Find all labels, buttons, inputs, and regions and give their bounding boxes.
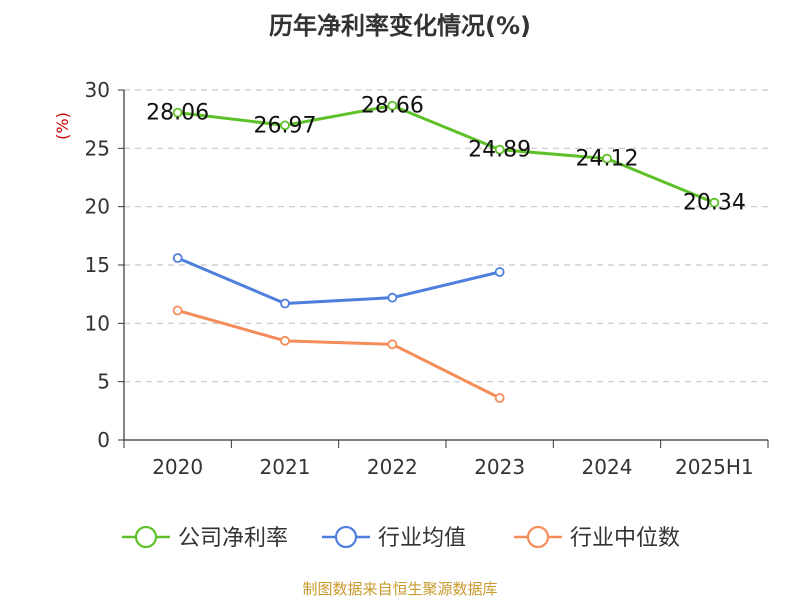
legend-label: 行业均值 (378, 526, 466, 551)
data-label: 24.12 (576, 147, 639, 172)
x-tick-label: 2020 (152, 455, 203, 479)
data-point (494, 267, 505, 277)
series-2 (172, 305, 505, 403)
data-point (280, 298, 290, 309)
data-label: 28.66 (361, 94, 424, 119)
legend-item[interactable]: 公司净利率 (122, 525, 288, 551)
legend-marker (334, 525, 358, 549)
legend-item[interactable]: 行业均值 (322, 525, 466, 551)
data-label: 28.06 (146, 101, 209, 126)
data-label: 26.97 (254, 113, 317, 138)
series-1 (172, 253, 505, 309)
y-tick-label: 25 (85, 136, 110, 160)
data-point (280, 335, 290, 346)
y-tick-label: 15 (85, 253, 110, 277)
source-note: 制图数据来自恒生聚源数据库 (302, 580, 497, 598)
data-point (280, 120, 290, 131)
x-tick-label: 2022 (367, 455, 418, 479)
grid-lines (124, 89, 768, 383)
data-point (602, 153, 612, 164)
data-point (494, 144, 505, 155)
y-tick-label: 10 (85, 311, 110, 335)
series-layer (172, 100, 720, 403)
legend-item[interactable]: 行业中位数 (514, 525, 680, 551)
data-labels: 28.06 26.97 28.66 24.89 24.12 20.34 (146, 94, 746, 216)
data-label: 24.89 (468, 138, 531, 163)
y-tick-label: 0 (97, 428, 110, 452)
x-tick-label: 2021 (260, 455, 311, 479)
series-0 (172, 100, 720, 208)
data-point (709, 197, 720, 208)
y-axis-label: (%) (53, 112, 72, 140)
data-point (387, 100, 398, 111)
chart-title: 历年净利率变化情况(%) (269, 12, 531, 40)
data-point (172, 253, 183, 263)
y-tick-label: 5 (97, 370, 110, 394)
x-tick-label: 2023 (474, 455, 525, 479)
legend-label: 公司净利率 (178, 526, 288, 551)
legend-marker (134, 525, 158, 549)
data-point (387, 292, 398, 303)
y-tick-label: 30 (85, 78, 110, 102)
data-point (172, 107, 183, 118)
data-point (387, 339, 398, 350)
legend: 公司净利率 行业均值 行业中位数 (122, 525, 680, 551)
data-label: 20.34 (683, 191, 746, 216)
legend-marker (526, 525, 550, 549)
axes: 0 5 10 15 20 25 30 2020 2021 2022 2023 2024 2025H1 (85, 78, 769, 479)
series-line (177, 309, 501, 400)
series-line (177, 104, 715, 205)
data-point (494, 393, 505, 403)
x-tick-label: 2025H1 (675, 455, 754, 479)
legend-label: 行业中位数 (570, 526, 680, 551)
data-point (172, 305, 183, 316)
y-tick-label: 20 (85, 195, 110, 219)
x-tick-label: 2024 (582, 455, 633, 479)
series-line (177, 256, 501, 305)
